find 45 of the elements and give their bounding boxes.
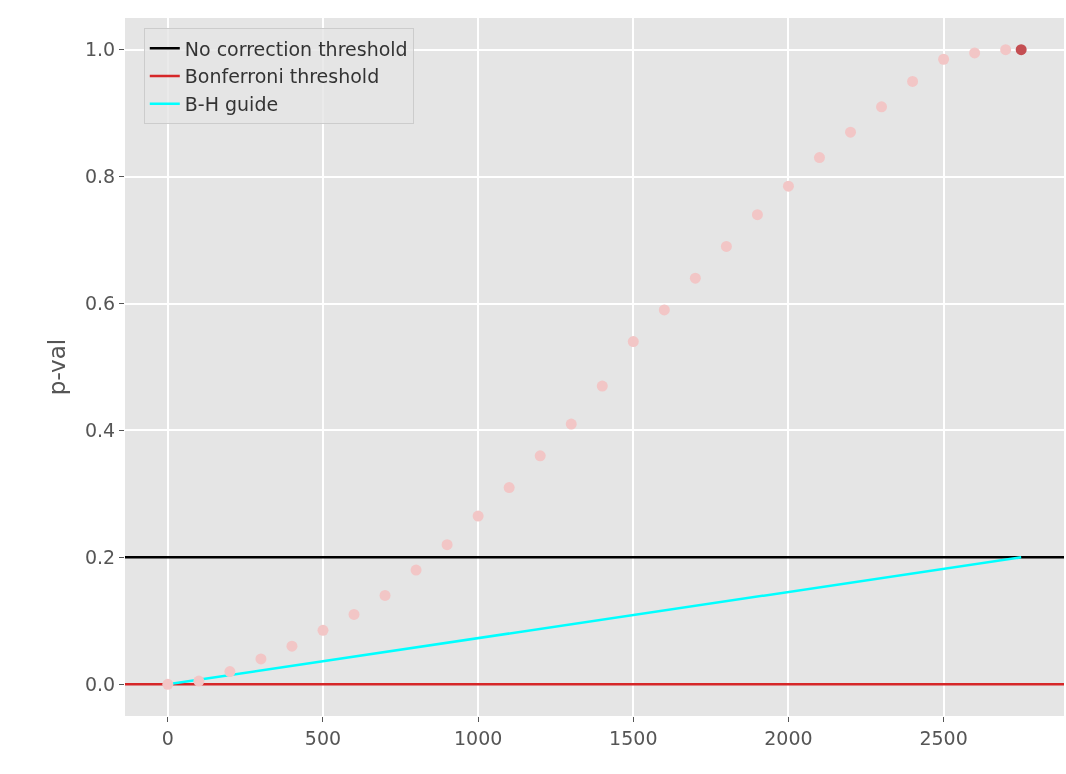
- point: [348, 608, 360, 620]
- point: [224, 666, 236, 678]
- x-tick-label: 2500: [919, 726, 968, 749]
- point: [317, 624, 329, 636]
- point: [938, 53, 950, 65]
- point: [1015, 44, 1027, 56]
- x-tick-label: 0: [161, 726, 174, 749]
- point: [534, 450, 546, 462]
- y-axis-title: p-val: [44, 338, 71, 396]
- point: [565, 418, 577, 430]
- x-tick-label: 1000: [453, 726, 503, 749]
- y-tick-label: 1.0: [84, 38, 116, 61]
- point: [472, 510, 484, 522]
- point: [255, 653, 267, 665]
- point: [876, 101, 888, 113]
- point: [503, 482, 515, 494]
- point: [193, 675, 205, 687]
- y-tick-label: 0.2: [84, 546, 116, 569]
- point: [379, 589, 391, 601]
- y-tick-label: 0.4: [84, 419, 116, 442]
- x-tick-label: 1500: [609, 726, 658, 749]
- point: [782, 180, 794, 192]
- y-tick-label: 0.0: [84, 672, 116, 695]
- legend-label: B-H guide: [184, 93, 279, 116]
- point: [658, 304, 670, 316]
- point: [813, 152, 825, 164]
- point: [689, 272, 701, 284]
- point: [441, 539, 453, 551]
- point: [162, 678, 174, 690]
- point: [720, 240, 732, 252]
- point: [1000, 44, 1012, 56]
- legend-label: Bonferroni threshold: [184, 65, 380, 88]
- point: [286, 640, 298, 652]
- point: [969, 47, 981, 59]
- point: [627, 336, 639, 348]
- x-tick-label: 500: [304, 726, 342, 749]
- point: [751, 209, 763, 221]
- x-tick-label: 2000: [764, 726, 813, 749]
- point: [907, 75, 919, 87]
- point: [410, 564, 422, 576]
- y-tick-label: 0.6: [84, 292, 116, 315]
- point: [845, 126, 857, 138]
- legend-label: No correction threshold: [184, 37, 408, 60]
- y-tick-label: 0.8: [84, 165, 116, 188]
- point: [596, 380, 608, 392]
